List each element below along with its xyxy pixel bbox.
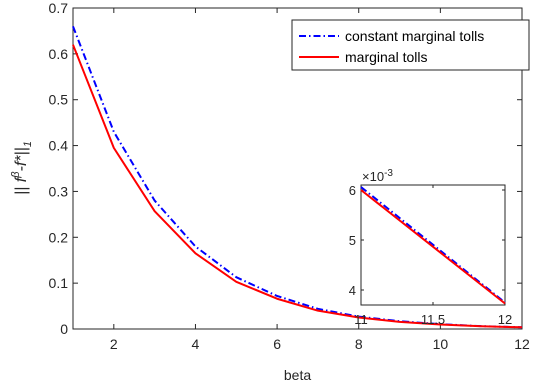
inset-exponent-base: ×10 bbox=[362, 169, 384, 184]
y-tick-label: 6 bbox=[349, 183, 356, 198]
main-tick-labels: 2 4 6 8 10 12 0 0.1 0.2 0.3 0.4 0.5 0.6 0.7 bbox=[49, 0, 530, 352]
x-tick-label: 10 bbox=[433, 336, 449, 352]
legend-label-marginal-tolls: marginal tolls bbox=[345, 49, 427, 65]
legend-label-constant-marginal-tolls: constant marginal tolls bbox=[345, 28, 484, 44]
y-tick-label: 0.1 bbox=[49, 275, 69, 291]
inset-plot: 11 11.5 12 4 5 6 ×10-3 bbox=[349, 168, 512, 327]
inset-exponent-power: -3 bbox=[384, 168, 393, 179]
inset-series-line-constant-marginal-tolls bbox=[360, 186, 506, 304]
inset-exponent-label: ×10-3 bbox=[362, 168, 393, 184]
y-tick-label: 0.4 bbox=[49, 138, 69, 154]
y-tick-label: 0 bbox=[60, 321, 68, 337]
y-tick-label: 0.5 bbox=[49, 92, 69, 108]
x-tick-label: 12 bbox=[498, 312, 512, 327]
y-axis-label-mid: -f*|| bbox=[13, 147, 30, 171]
x-tick-label: 11 bbox=[354, 312, 368, 327]
y-tick-label: 0.7 bbox=[49, 0, 69, 16]
legend: constant marginal tolls marginal tolls bbox=[291, 19, 530, 71]
main-axis-ticks bbox=[73, 7, 523, 330]
inset-series-line-marginal-tolls bbox=[360, 189, 506, 305]
x-tick-label: 6 bbox=[273, 336, 281, 352]
x-tick-label: 4 bbox=[192, 336, 200, 352]
y-tick-label: 0.2 bbox=[49, 229, 69, 245]
x-tick-label: 11.5 bbox=[421, 312, 445, 327]
x-tick-label: 12 bbox=[514, 336, 530, 352]
y-tick-label: 0.6 bbox=[49, 46, 69, 62]
inset-series-lines bbox=[360, 186, 506, 305]
y-tick-label: 5 bbox=[349, 233, 356, 248]
main-series-lines bbox=[72, 25, 523, 329]
y-axis-label-sub: 1 bbox=[22, 141, 34, 147]
inset-tick-labels: 11 11.5 12 4 5 6 bbox=[349, 183, 512, 327]
y-axis-label-sup: β bbox=[10, 171, 22, 179]
main-series-line-marginal-tolls bbox=[72, 44, 523, 329]
y-tick-label: 4 bbox=[349, 283, 356, 298]
y-tick-label: 0.3 bbox=[49, 183, 69, 199]
x-tick-label: 2 bbox=[110, 336, 118, 352]
x-tick-label: 8 bbox=[355, 336, 363, 352]
x-axis-label: beta bbox=[284, 367, 311, 383]
y-axis-label: || fβ-f*||1 bbox=[10, 141, 34, 195]
legend-box bbox=[291, 19, 530, 71]
y-axis-label-pre: || f bbox=[13, 176, 30, 195]
